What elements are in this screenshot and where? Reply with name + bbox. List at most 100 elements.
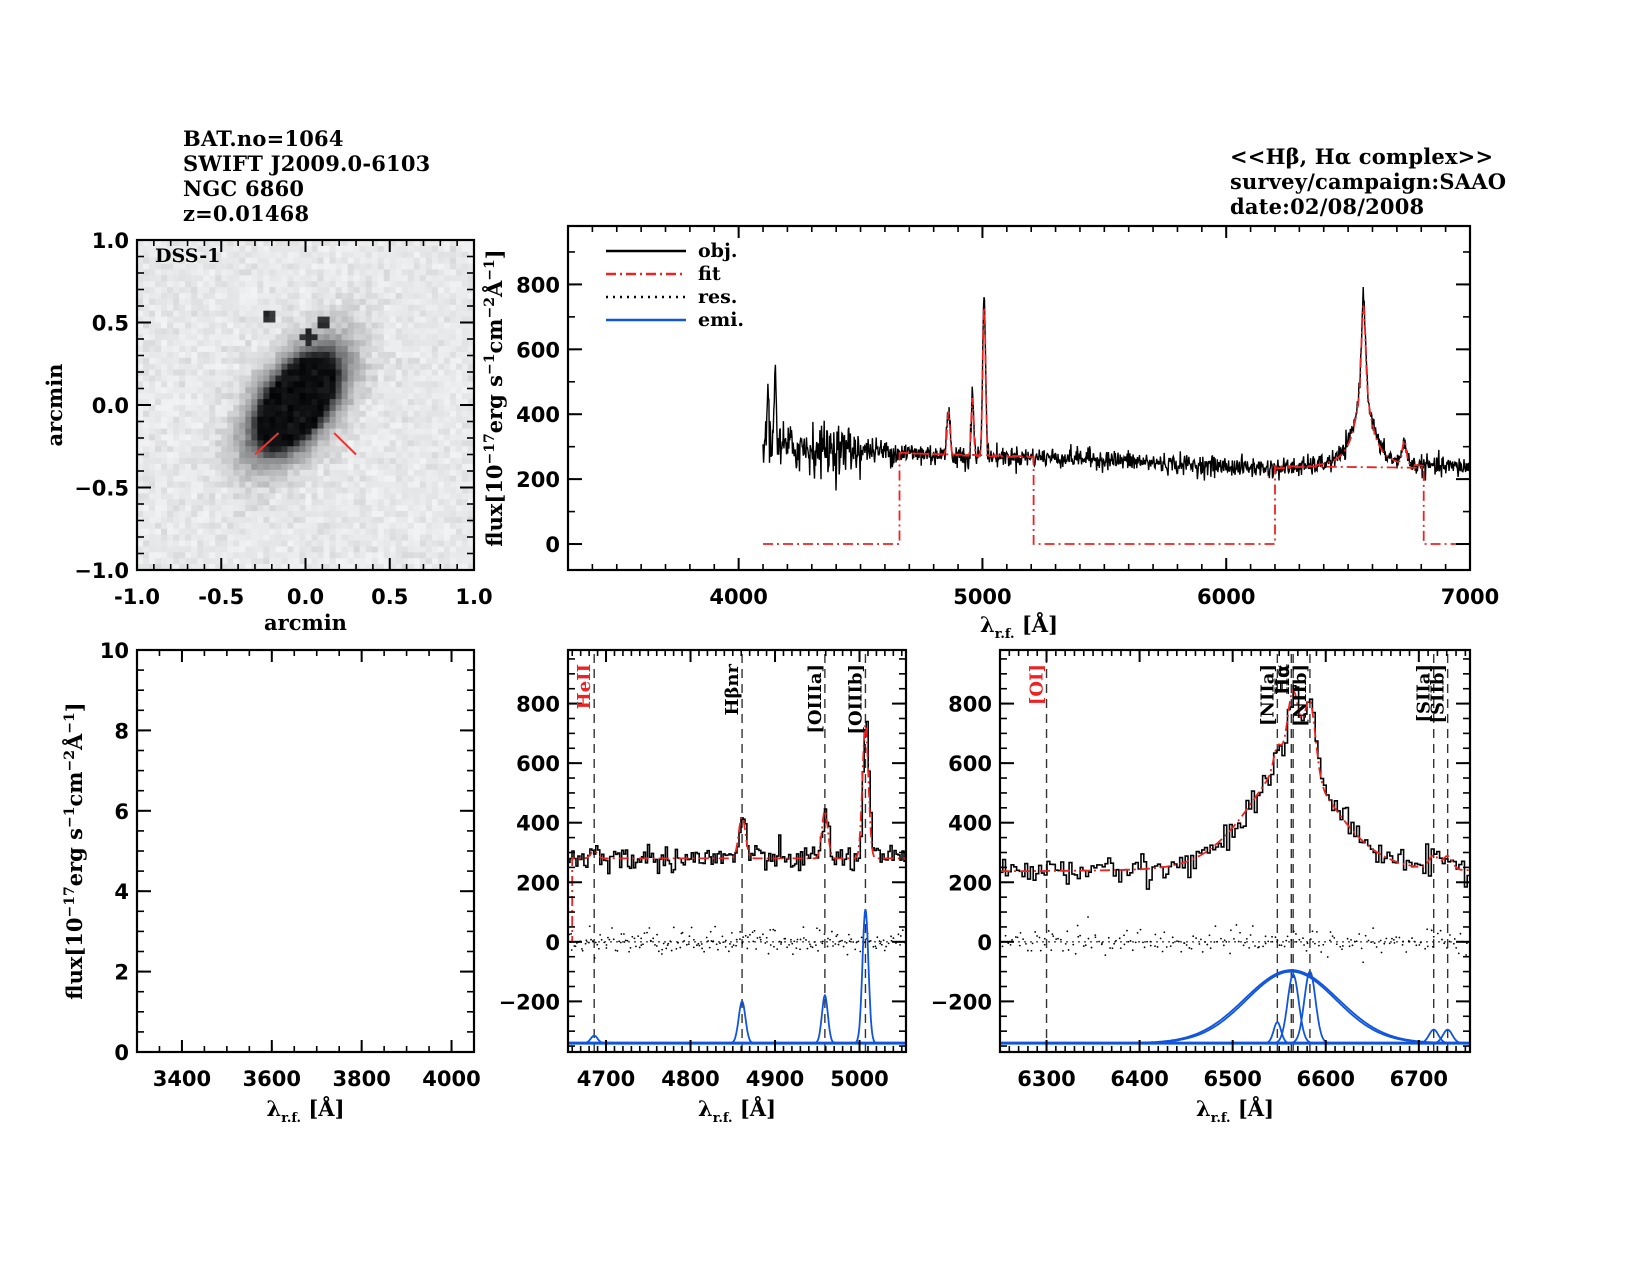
image-pixel xyxy=(311,458,319,465)
x-axis-label: λr.f. [Å] xyxy=(266,1096,344,1126)
image-pixel xyxy=(365,351,373,359)
uv_panel-frame xyxy=(135,648,476,1054)
image-pixel xyxy=(449,493,457,500)
image-pixel xyxy=(233,446,240,453)
residual-point xyxy=(660,953,663,955)
image-pixel xyxy=(383,428,391,436)
residual-point xyxy=(731,946,734,948)
image-pixel xyxy=(395,410,403,418)
image-pixel xyxy=(275,428,283,436)
image-pixel xyxy=(197,481,204,489)
residual-point xyxy=(1171,936,1174,939)
image-pixel xyxy=(407,505,415,512)
residual-point xyxy=(1084,944,1087,947)
image-pixel xyxy=(383,405,391,412)
residual-point xyxy=(1392,939,1395,941)
image-pixel xyxy=(161,499,168,506)
residual-point xyxy=(1076,924,1079,927)
image-pixel xyxy=(281,328,289,335)
image-pixel xyxy=(137,511,144,518)
image-pixel xyxy=(191,334,198,341)
image-pixel xyxy=(383,369,391,377)
image-pixel xyxy=(383,469,391,477)
image-pixel xyxy=(359,275,367,282)
image-pixel xyxy=(407,316,415,324)
image-source-label: DSS-1 xyxy=(155,245,220,267)
image-pixel xyxy=(173,469,180,477)
residual-point xyxy=(1459,932,1462,935)
image-pixel xyxy=(329,316,337,324)
image-pixel xyxy=(389,528,397,536)
image-pixel xyxy=(371,346,379,353)
image-pixel xyxy=(263,487,270,494)
image-pixel xyxy=(335,452,343,459)
image-pixel xyxy=(293,410,301,418)
residual-point xyxy=(649,939,652,942)
image-pixel xyxy=(341,558,349,565)
image-pixel xyxy=(407,387,415,394)
residual-point xyxy=(1107,936,1110,939)
image-pixel xyxy=(209,340,216,347)
image-pixel xyxy=(383,304,391,312)
image-pixel xyxy=(161,310,168,318)
image-pixel xyxy=(245,304,252,312)
image-pixel xyxy=(341,552,349,559)
image-pixel xyxy=(149,287,156,294)
image-pixel xyxy=(227,522,234,530)
image-pixel xyxy=(401,505,409,512)
residual-point xyxy=(1426,928,1429,931)
image-pixel xyxy=(467,552,474,559)
image-pixel xyxy=(413,375,421,383)
residual-point xyxy=(1342,945,1344,947)
image-pixel xyxy=(365,293,373,300)
image-pixel xyxy=(227,493,234,500)
image-pixel xyxy=(167,275,174,282)
image-pixel xyxy=(371,251,379,259)
image-pixel xyxy=(275,287,283,294)
image-pixel xyxy=(185,387,192,394)
image-pixel xyxy=(239,375,246,383)
image-pixel xyxy=(371,546,379,553)
image-pixel xyxy=(425,387,433,394)
image-pixel xyxy=(173,328,180,335)
image-pixel xyxy=(203,263,210,271)
image-pixel xyxy=(269,511,277,518)
image-pixel xyxy=(263,316,270,324)
image-pixel xyxy=(251,363,258,371)
image-pixel xyxy=(221,558,228,565)
residual-point xyxy=(1139,928,1142,931)
image-pixel xyxy=(197,387,204,394)
image-pixel xyxy=(365,440,373,447)
image-pixel xyxy=(335,340,343,347)
image-pixel xyxy=(323,540,331,548)
image-pixel xyxy=(383,387,391,394)
image-pixel xyxy=(281,387,289,394)
image-pixel xyxy=(389,287,397,294)
residual-point xyxy=(1087,937,1090,940)
image-pixel xyxy=(269,528,277,536)
image-pixel xyxy=(185,369,192,377)
image-pixel xyxy=(467,245,474,253)
image-pixel xyxy=(371,381,379,388)
image-pixel xyxy=(263,275,270,282)
image-pixel xyxy=(413,564,421,570)
image-pixel xyxy=(155,351,162,359)
image-pixel xyxy=(323,534,331,542)
image-pixel xyxy=(305,251,313,259)
y-axis-label: arcmin xyxy=(42,364,67,447)
residual-point xyxy=(1379,939,1382,942)
image-pixel xyxy=(461,463,469,471)
image-pixel xyxy=(191,363,198,371)
image-pixel xyxy=(419,493,427,500)
image-pixel xyxy=(449,552,457,559)
image-pixel xyxy=(215,281,222,288)
image-pixel xyxy=(263,452,270,459)
image-pixel xyxy=(137,251,144,259)
residual-point xyxy=(608,938,611,941)
residual-point xyxy=(874,945,877,948)
image-pixel xyxy=(275,275,283,282)
image-pixel xyxy=(443,493,451,500)
image-pixel xyxy=(419,505,427,512)
residual-point xyxy=(570,932,573,935)
image-pixel xyxy=(467,298,474,306)
